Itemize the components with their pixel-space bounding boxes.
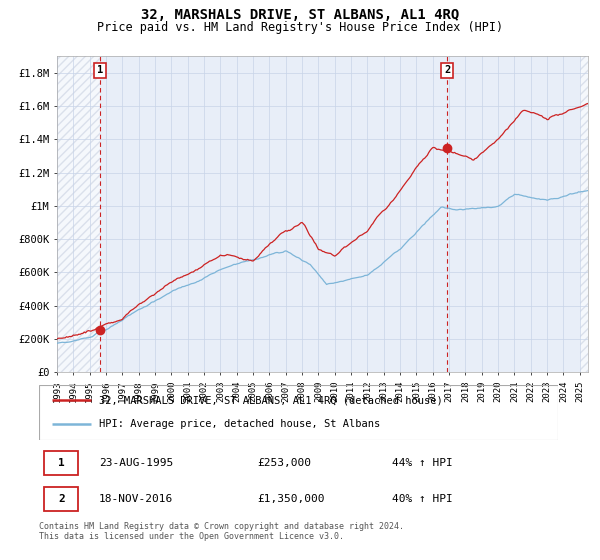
Text: 32, MARSHALS DRIVE, ST ALBANS, AL1 4RQ: 32, MARSHALS DRIVE, ST ALBANS, AL1 4RQ xyxy=(141,8,459,22)
Text: 18-NOV-2016: 18-NOV-2016 xyxy=(98,494,173,504)
Text: 1: 1 xyxy=(97,65,103,75)
FancyBboxPatch shape xyxy=(44,451,78,475)
FancyBboxPatch shape xyxy=(44,487,78,511)
Text: £253,000: £253,000 xyxy=(257,458,311,468)
Text: HPI: Average price, detached house, St Albans: HPI: Average price, detached house, St A… xyxy=(98,419,380,429)
Text: 2: 2 xyxy=(444,65,450,75)
Bar xyxy=(57,56,100,372)
Text: Contains HM Land Registry data © Crown copyright and database right 2024.
This d: Contains HM Land Registry data © Crown c… xyxy=(39,522,404,542)
Text: 2: 2 xyxy=(58,494,65,504)
Text: 23-AUG-1995: 23-AUG-1995 xyxy=(98,458,173,468)
Text: 32, MARSHALS DRIVE, ST ALBANS, AL1 4RQ (detached house): 32, MARSHALS DRIVE, ST ALBANS, AL1 4RQ (… xyxy=(98,395,442,405)
Text: Price paid vs. HM Land Registry's House Price Index (HPI): Price paid vs. HM Land Registry's House … xyxy=(97,21,503,34)
Text: 40% ↑ HPI: 40% ↑ HPI xyxy=(392,494,452,504)
Bar xyxy=(580,56,596,372)
Text: 44% ↑ HPI: 44% ↑ HPI xyxy=(392,458,452,468)
Text: £1,350,000: £1,350,000 xyxy=(257,494,325,504)
Text: 1: 1 xyxy=(58,458,65,468)
